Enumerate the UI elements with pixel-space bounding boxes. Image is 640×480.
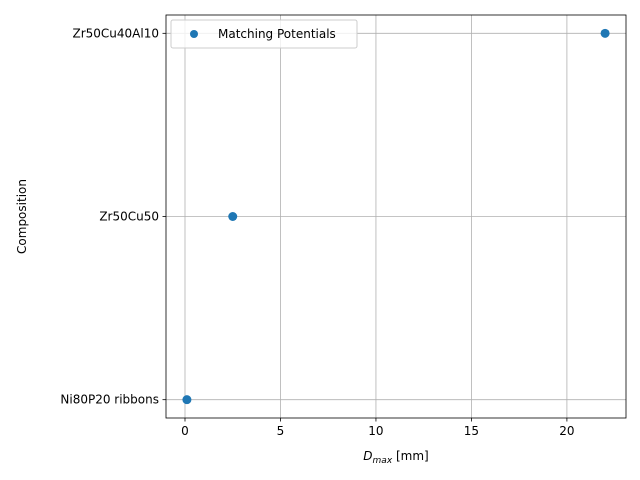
plot-frame	[165, 14, 627, 419]
legend-marker	[190, 30, 198, 38]
x-axis-label: Dmax [mm]	[363, 449, 428, 466]
x-tick-label: 0	[181, 424, 189, 438]
legend[interactable]: Matching Potentials	[170, 19, 358, 49]
y-tick-label: Zr50Cu40Al10	[73, 26, 160, 40]
x-tick-label: 20	[559, 424, 574, 438]
x-axis-label-subscript: max	[373, 456, 393, 466]
y-tick-label: Zr50Cu50	[99, 210, 159, 224]
data-point	[600, 28, 610, 38]
y-axis-ticks: Ni80P20 ribbons Zr50Cu50 Zr50Cu40Al10	[60, 26, 166, 407]
x-tick-label: 10	[368, 424, 383, 438]
x-axis-label-unit: [mm]	[392, 449, 429, 463]
legend-label: Matching Potentials	[218, 27, 336, 41]
x-tick-label: 5	[277, 424, 285, 438]
x-tick-label: 15	[464, 424, 479, 438]
data-point	[228, 212, 238, 221]
legend-box	[170, 19, 358, 49]
y-tick-label: Ni80P20 ribbons	[60, 393, 159, 407]
data-points	[182, 28, 610, 405]
grid-layer	[166, 15, 626, 418]
x-axis-label-symbol: D	[363, 449, 372, 463]
y-axis-label: Composition	[15, 179, 29, 254]
x-axis-ticks: 0 5 10 15 20	[181, 418, 575, 438]
data-point	[182, 395, 192, 405]
